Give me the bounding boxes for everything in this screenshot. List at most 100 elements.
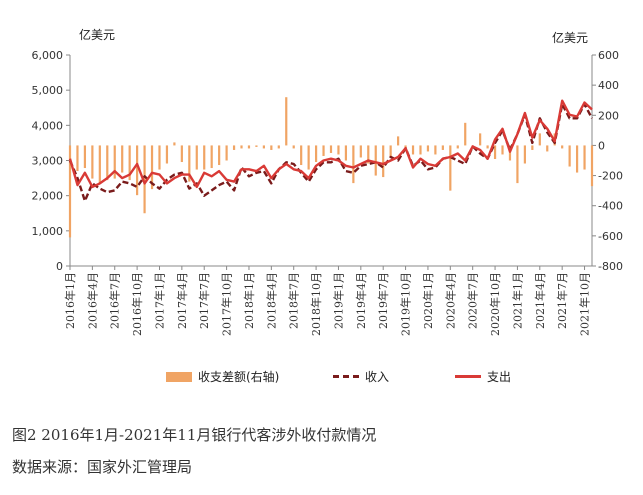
x-tick-label: 2017年1月 (152, 272, 166, 329)
figure-caption: 图2 2016年1月-2021年11月银行代客涉外收付款情况 (12, 426, 377, 444)
balance-bar (479, 133, 482, 146)
legend-expense-label: 支出 (487, 370, 512, 384)
balance-bar (270, 145, 273, 150)
x-tick-label: 2019年4月 (354, 272, 368, 329)
balance-bar (188, 145, 191, 182)
left-tick-label: 3,000 (32, 155, 64, 168)
x-tick-label: 2021年7月 (555, 272, 569, 329)
balance-bar (352, 145, 355, 184)
balance-bar (307, 145, 310, 170)
x-tick-label: 2017年7月 (197, 272, 211, 329)
right-tick-label: -200 (598, 170, 623, 183)
x-tick-label: 2017年4月 (175, 272, 189, 329)
balance-bar (173, 142, 176, 146)
x-tick-label: 2021年4月 (533, 272, 547, 329)
balance-bar (68, 145, 72, 238)
balance-bar (374, 145, 377, 176)
balance-bar (158, 145, 161, 170)
balance-bar (76, 145, 79, 172)
balance-bar (255, 145, 258, 147)
balance-bar (314, 145, 318, 163)
balance-bar (508, 145, 512, 161)
balance-bar (285, 97, 288, 146)
balance-bar (367, 145, 370, 164)
balance-bar (113, 145, 116, 179)
balance-bar (419, 145, 422, 155)
balance-bar (434, 145, 437, 155)
balance-bar (464, 122, 467, 146)
balance-bar (83, 145, 87, 169)
balance-bar (218, 145, 221, 166)
balance-bar (538, 133, 541, 146)
balance-bar (165, 145, 169, 164)
legend-balance-swatch (166, 371, 192, 382)
balance-bar (359, 145, 362, 158)
balance-bar (240, 145, 243, 149)
left-tick-label: 6,000 (32, 49, 64, 62)
balance-bar (322, 145, 325, 156)
balance-bar (98, 145, 101, 184)
balance-bar (106, 145, 109, 181)
balance-bar (568, 145, 571, 167)
x-tick-label: 2018年4月 (264, 272, 278, 329)
left-tick-label: 1,000 (32, 225, 64, 238)
x-tick-label: 2018年10月 (309, 272, 323, 336)
balance-bar (449, 145, 452, 191)
right-tick-label: 400 (598, 79, 619, 92)
x-tick-label: 2019年1月 (331, 272, 345, 329)
balance-bar (575, 145, 579, 173)
balance-bar (501, 145, 504, 155)
balance-bar (337, 145, 340, 155)
balance-bar (150, 145, 154, 190)
balance-bar (486, 145, 489, 149)
x-tick-label: 2018年1月 (242, 272, 256, 329)
source-note: 数据来源：国家外汇管理局 (12, 458, 193, 476)
balance-bar (210, 145, 213, 169)
balance-bar (590, 145, 594, 187)
balance-bar (404, 145, 407, 149)
balance-bar (441, 145, 444, 150)
left-tick-label: 2,000 (32, 190, 64, 203)
right-tick-label: -400 (598, 200, 623, 213)
balance-bar (493, 145, 497, 159)
balance-bar (546, 145, 549, 152)
x-tick-label: 2020年1月 (421, 272, 435, 329)
balance-bar (195, 145, 198, 170)
balance-bar (232, 145, 236, 150)
right-tick-label: 600 (598, 49, 619, 62)
balance-bar (136, 145, 139, 196)
legend-balance: 收支差额(右轴) (166, 368, 279, 385)
balance-bar (143, 145, 146, 214)
balance-bar (583, 145, 586, 170)
left-tick-label: 5,000 (32, 84, 64, 97)
balance-bar (203, 145, 206, 170)
right-tick-label: 200 (598, 109, 619, 122)
x-tick-label: 2021年1月 (510, 272, 524, 329)
balance-bar (426, 145, 430, 152)
legend-income: 收入 (333, 368, 389, 385)
x-tick-label: 2016年1月 (63, 272, 77, 329)
legend-income-label: 收入 (365, 370, 390, 384)
x-tick-label: 2020年7月 (466, 272, 480, 329)
right-tick-label: -600 (598, 230, 623, 243)
x-tick-label: 2020年4月 (443, 272, 457, 329)
balance-bar (329, 145, 333, 153)
balance-bar (277, 145, 280, 149)
balance-bar (91, 145, 94, 179)
legend-income-swatch (333, 375, 359, 378)
foreign-payments-chart: 0 1,000 2,000 3,000 4,000 5,000 6,000 -800 -600 -… (32, 49, 623, 336)
balance-bar (516, 145, 519, 184)
balance-bar (523, 145, 526, 164)
right-tick-label: -800 (598, 260, 623, 273)
x-tick-label: 2016年4月 (85, 272, 99, 329)
x-tick-label: 2018年7月 (287, 272, 301, 329)
balance-bar (397, 136, 400, 146)
balance-bar (128, 145, 131, 181)
left-axis-unit: 亿美元 (79, 28, 116, 42)
left-tick-label: 0 (56, 260, 63, 273)
balance-bar (292, 145, 295, 149)
right-axis-unit: 亿美元 (552, 31, 589, 45)
balance-bar (300, 145, 303, 166)
x-tick-label: 2021年10月 (578, 272, 592, 336)
x-tick-label: 2017年10月 (220, 272, 234, 336)
